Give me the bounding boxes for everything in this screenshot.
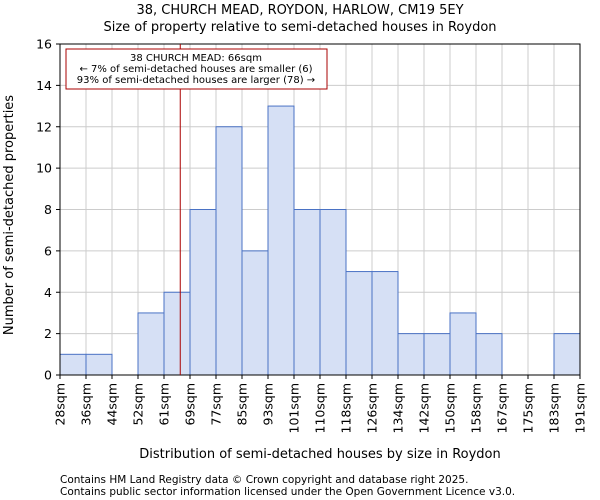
x-axis-label: Distribution of semi-detached houses by … <box>139 447 501 462</box>
y-tick-label-4: 8 <box>44 202 52 217</box>
x-tick-label-16: 158sqm <box>469 383 484 433</box>
x-tick-label-9: 101sqm <box>287 383 302 433</box>
bar-142sqm <box>423 333 451 376</box>
bar-52sqm <box>137 312 165 376</box>
bar-134sqm <box>397 333 425 376</box>
chart-subtitle: Size of property relative to semi-detach… <box>103 20 496 35</box>
x-tick-label-2: 44sqm <box>105 383 120 426</box>
y-tick-label-3: 6 <box>44 243 52 258</box>
bar-150sqm <box>449 312 477 376</box>
x-tick-label-13: 134sqm <box>391 383 406 433</box>
y-axis-label: Number of semi-detached properties <box>2 95 17 335</box>
x-tick-label-8: 93sqm <box>261 383 276 426</box>
y-tick-label-7: 14 <box>36 78 52 93</box>
footer-licence: Contains public sector information licen… <box>60 486 515 498</box>
bar-93sqm <box>267 105 295 376</box>
bar-85sqm <box>241 250 269 376</box>
x-tick-label-18: 175sqm <box>521 383 536 433</box>
chart-title: 38, CHURCH MEAD, ROYDON, HARLOW, CM19 5E… <box>136 3 463 18</box>
bar-61sqm <box>163 291 191 376</box>
x-tick-label-0: 28sqm <box>53 383 68 426</box>
y-tick-label-1: 2 <box>44 326 52 341</box>
bar-36sqm <box>85 353 113 376</box>
x-tick-label-19: 183sqm <box>547 383 562 433</box>
footer-copyright: Contains HM Land Registry data © Crown c… <box>60 474 468 486</box>
bar-69sqm <box>189 209 217 376</box>
x-ticks: 28sqm 36sqm 44sqm 52sqm 61sqm 69sqm 77sqm 85sqm… <box>53 375 588 433</box>
bar-158sqm <box>475 333 503 376</box>
x-tick-label-5: 69sqm <box>183 383 198 426</box>
y-tick-label-0: 0 <box>44 368 52 383</box>
y-ticks: 0 2 4 6 8 10 12 14 16 <box>36 37 60 383</box>
bar-118sqm <box>345 271 373 376</box>
annotation-smaller: ← 7% of semi-detached houses are smaller… <box>79 64 312 75</box>
bar-110sqm <box>319 209 347 376</box>
y-tick-label-5: 10 <box>36 161 52 176</box>
annotation-larger: 93% of semi-detached houses are larger (… <box>77 75 315 86</box>
x-tick-label-6: 77sqm <box>209 383 224 426</box>
x-tick-label-17: 167sqm <box>495 383 510 433</box>
annotation-title: 38 CHURCH MEAD: 66sqm <box>130 53 262 64</box>
y-tick-label-8: 16 <box>36 37 52 52</box>
x-tick-label-1: 36sqm <box>79 383 94 426</box>
bar-77sqm <box>215 126 243 376</box>
x-tick-label-10: 110sqm <box>313 383 328 433</box>
x-tick-label-4: 61sqm <box>157 383 172 426</box>
bars <box>59 105 581 376</box>
x-tick-label-12: 126sqm <box>365 383 380 433</box>
x-tick-label-20: 191sqm <box>573 383 588 433</box>
x-tick-label-7: 85sqm <box>235 383 250 426</box>
x-tick-label-15: 150sqm <box>443 383 458 433</box>
x-tick-label-14: 142sqm <box>417 383 432 433</box>
y-tick-label-2: 4 <box>44 285 52 300</box>
x-tick-label-3: 52sqm <box>131 383 146 426</box>
bar-28sqm <box>59 353 87 376</box>
bar-183sqm <box>553 333 581 376</box>
x-tick-label-11: 118sqm <box>339 383 354 433</box>
annotation-box <box>65 48 328 90</box>
bar-126sqm <box>371 271 399 376</box>
y-tick-label-6: 12 <box>36 119 52 134</box>
bar-101sqm <box>293 209 321 376</box>
